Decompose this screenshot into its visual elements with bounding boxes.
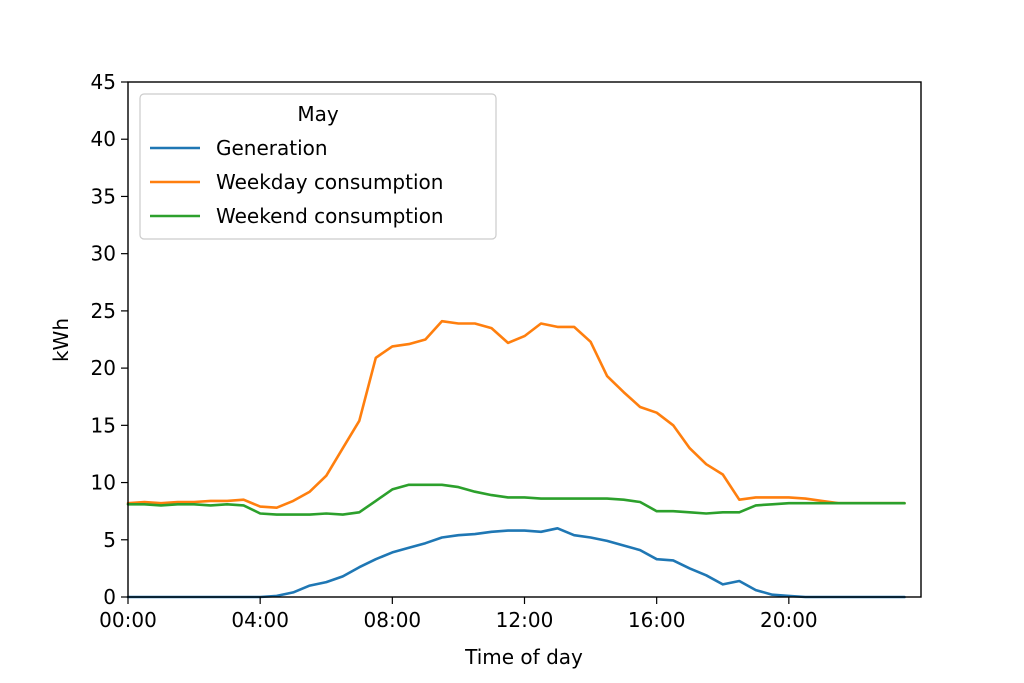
x-tick-label: 20:00 <box>760 608 818 632</box>
x-tick-label: 04:00 <box>231 608 289 632</box>
y-tick-label: 40 <box>91 127 116 151</box>
legend-items: Generation Weekday consumption Weekend con… <box>150 136 444 228</box>
series-line-weekday-consumption <box>126 319 906 510</box>
y-tick-label: 15 <box>91 413 116 437</box>
legend: May Generation Weekday consumption Weekend… <box>139 93 497 240</box>
y-tick-label: 45 <box>91 70 116 94</box>
y-tick-label: 0 <box>103 585 116 609</box>
y-tick-label: 35 <box>91 184 116 208</box>
legend-label: Weekend consumption <box>216 204 444 228</box>
x-tick-label: 12:00 <box>496 608 554 632</box>
x-tick-label: 08:00 <box>364 608 422 632</box>
x-tick-label: 16:00 <box>628 608 686 632</box>
y-tick-label: 5 <box>103 528 116 552</box>
x-axis-label: Time of day <box>464 645 583 669</box>
series-line-weekend-consumption <box>126 483 906 516</box>
legend-box <box>139 93 497 240</box>
y-tick-label: 30 <box>91 242 116 266</box>
y-tick-label: 10 <box>91 471 116 495</box>
legend-label: Weekday consumption <box>216 170 443 194</box>
legend-label: Generation <box>216 136 328 160</box>
x-tick-label: 00:00 <box>99 608 157 632</box>
legend-title: May <box>297 102 339 126</box>
plot-frame <box>127 81 922 598</box>
y-tick-label: 25 <box>91 299 116 323</box>
axis-layer: 00:00 04:00 08:00 12:00 16:00 20:00 0 5 10 15 20 25… <box>91 70 818 632</box>
y-tick-label: 20 <box>91 356 116 380</box>
y-axis-label: kWh <box>49 318 73 362</box>
